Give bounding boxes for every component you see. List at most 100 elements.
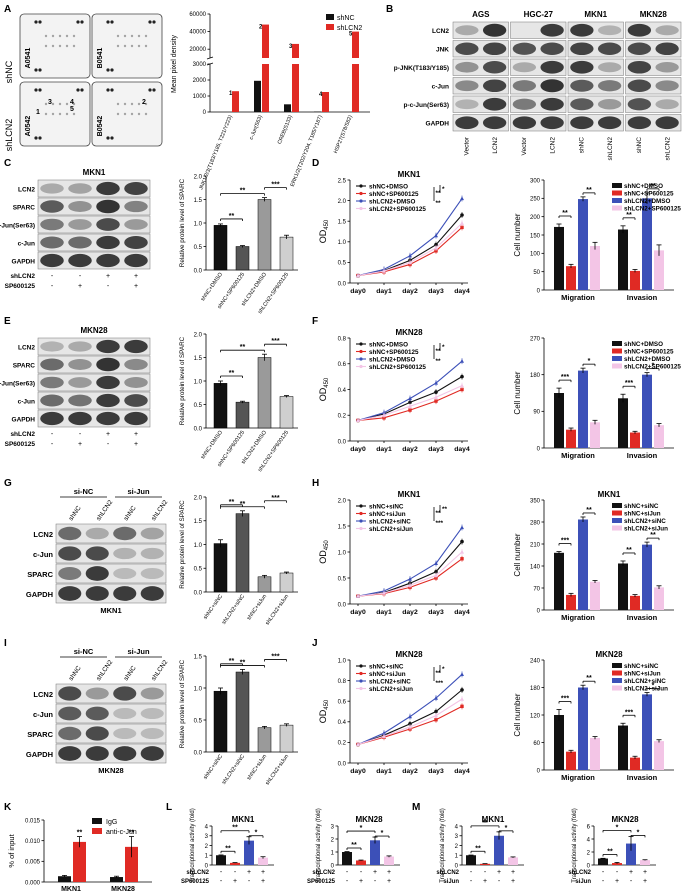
- panelL-MKN28-y-tick-label: 3: [331, 824, 335, 830]
- panelC-blot-row-band: [40, 200, 64, 213]
- panelE-treat-sign: -: [107, 441, 110, 448]
- panelM-MKN28-bar: [626, 843, 636, 865]
- panelC-blot-row-label: SPARC: [13, 205, 36, 212]
- panelC-blot-row-band: [68, 219, 92, 230]
- panelL-MKN1-y-tick-label: 3: [205, 834, 209, 840]
- panelK-bar: [58, 876, 71, 882]
- panelF-line-point: [408, 396, 412, 401]
- panelA-spot: [116, 102, 120, 106]
- panelG-chart-bar: [213, 543, 228, 593]
- panelF-bars-y-tick-label: 90: [533, 410, 540, 416]
- panelC-chart-y-tick-label: 1.5: [194, 198, 203, 204]
- panelF-bars-legend-swatch: [612, 363, 622, 369]
- panelJ-bars-legend-label: shNC+siNC: [624, 663, 659, 670]
- panelM-MKN1-treat-sign: +: [483, 878, 487, 885]
- panelF-line-point: [460, 358, 464, 363]
- panelA-spot: [58, 112, 62, 116]
- panelC-chart-bar: [279, 236, 294, 271]
- panelH-bars-y-tick-label: 140: [530, 564, 541, 570]
- panelA-spot: [130, 44, 134, 48]
- panelK-y-tick-label: 0.015: [25, 818, 41, 824]
- panelH-line-x-tick-label: day2: [402, 609, 418, 616]
- panelE-chart-y-tick-label: 2.0: [194, 332, 203, 338]
- panelL-MKN28-treat-sign: -: [360, 869, 363, 876]
- panelF-line-y-label: OD450: [318, 377, 330, 401]
- panelL-MKN1-y-tick-label: 0: [205, 863, 209, 869]
- panelJ-bars-sig-label: ***: [625, 709, 633, 716]
- panelC-blot-row-band: [40, 183, 64, 194]
- panelH-bars-sig-label: ***: [561, 538, 569, 545]
- panelE-chart-sig-label: **: [229, 370, 235, 377]
- panelI-group-label: si-NC: [74, 647, 94, 656]
- panelG-chart-bar: [257, 576, 272, 593]
- panelD-bars-legend-swatch: [612, 183, 622, 188]
- panelG-blot-row-band: [58, 526, 82, 541]
- panelD-line-x-tick-label: day0: [350, 288, 366, 295]
- panelE-chart-bar: [257, 357, 272, 429]
- panelB-blot-row-band: [482, 116, 507, 130]
- panelE-blot-row-band: [68, 394, 92, 407]
- panel-label-J: J: [312, 638, 318, 649]
- panelJ-line-sig-label: *: [442, 666, 445, 673]
- panelD-line-title: MKN1: [398, 170, 421, 179]
- panelB-lane-label: shNC: [636, 137, 643, 154]
- panelD-line-sig-label: **: [436, 200, 442, 207]
- panelA-spot: [137, 34, 141, 38]
- panelD-line-legend-marker: [359, 184, 363, 188]
- panelG-chart-x-tick-label: shLCN2+siNC: [221, 594, 246, 626]
- panelG-lane-label: shLCN2: [150, 499, 169, 523]
- panelM-MKN1-bar: [494, 835, 504, 865]
- panelM-MKN28-treat-sign: +: [643, 869, 647, 876]
- panelA-membrane-label: B0542: [97, 116, 104, 137]
- panelE-blot-row-band: [40, 376, 64, 389]
- panelL-MKN1-treat-sign: -: [248, 878, 251, 885]
- panelI-blot-row-band: [113, 686, 137, 701]
- panelM-MKN28-title: MKN28: [611, 815, 639, 824]
- panelJ-bars-bar: [590, 737, 600, 770]
- panelG-blot-row-label: LCN2: [33, 530, 53, 539]
- panelJ-bars-legend-label: shLCN2+siJun: [624, 686, 668, 693]
- panelE-treat-sign: -: [51, 441, 54, 448]
- panelH-bars-legend-label: shNC+siJun: [624, 511, 661, 518]
- panelE-blot-row-strip: [37, 337, 151, 356]
- panelG-blot-row-band: [85, 566, 109, 581]
- panelM-MKN1-y-tick-label: 4: [455, 824, 459, 830]
- panelG-blot-row-band: [140, 586, 164, 601]
- panelE-blot-row-band: [124, 411, 148, 426]
- panelF-bars-y-tick-label: 0: [537, 446, 541, 452]
- panelC-treat-sign: +: [78, 283, 82, 290]
- panelL-MKN1-y-tick-label: 1: [205, 854, 209, 860]
- panelA-spot: [130, 102, 134, 106]
- panelA-spot: [51, 44, 55, 48]
- panelM-MKN1-y-tick-label: 1: [455, 854, 459, 860]
- panelG-chart-y-label: Relative protein level of SPARC: [179, 500, 186, 589]
- panelF-bars-legend-swatch: [612, 356, 622, 361]
- panelC-blot-row-band: [96, 235, 120, 250]
- panelE-chart-bar: [213, 383, 228, 429]
- panelH-line-y-tick-label: 0.5: [338, 576, 347, 582]
- panelH-bars-y-tick-label: 210: [530, 542, 541, 548]
- panelE-treat-label: SP600125: [5, 441, 36, 448]
- panelJ-bars-legend-swatch: [612, 670, 622, 676]
- panelK-y-tick-label: 0.005: [25, 860, 41, 866]
- panelD-bars-bar: [618, 229, 628, 290]
- panelM-MKN28-treat-sign: +: [615, 878, 619, 885]
- panelA-spot: [130, 34, 134, 38]
- panelD-bars-legend-label: shLCN2+SP600125: [624, 206, 681, 213]
- panelI-group-label: si-Jun: [127, 647, 150, 656]
- panelH-bars-legend-label: shLCN2+siNC: [624, 518, 666, 525]
- panelA-spot: [116, 112, 120, 116]
- panelD-line-legend-marker: [359, 206, 363, 211]
- panelE-blot-row-strip: [37, 355, 151, 374]
- panelA-row-label-shNC: shNC: [4, 60, 14, 83]
- panelE-blot-row-band: [40, 358, 64, 371]
- panelH-line-legend-marker: [359, 519, 363, 523]
- panelH-line-legend-label: shLCN2+siNC: [369, 518, 411, 525]
- panelM-MKN28-treat-sign: -: [630, 878, 633, 885]
- panelD-bars-bar: [642, 198, 652, 290]
- panelM-MKN1-y-label: Transcriptional activity (fold): [440, 808, 446, 882]
- panelC-blot-row-band: [96, 199, 120, 214]
- panelC-blot-row-label: c-Jun: [18, 241, 35, 248]
- panelL-MKN28-y-tick-label: 2: [331, 837, 335, 843]
- panelK-bar: [73, 841, 86, 882]
